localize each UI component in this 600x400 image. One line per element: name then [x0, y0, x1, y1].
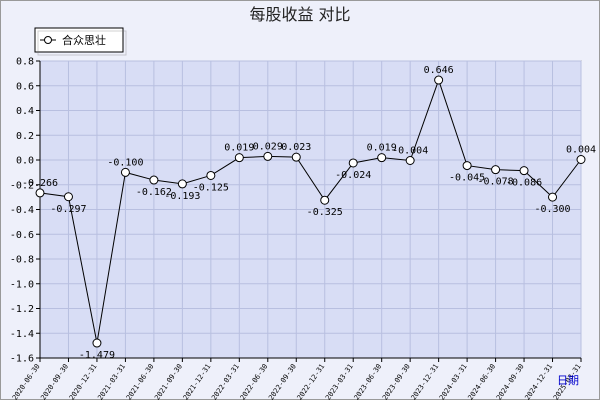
y-tick-label: 0.4 [16, 106, 34, 117]
x-tick-label: 2024-03-31 [438, 363, 469, 400]
data-point[interactable] [234, 153, 244, 163]
data-point[interactable] [63, 192, 73, 202]
data-label: 0.019 [367, 143, 397, 154]
y-tick-label: -1.6 [10, 354, 34, 365]
data-point[interactable] [348, 158, 358, 168]
x-tick-label: 2023-12-31 [410, 363, 441, 400]
data-point[interactable] [35, 188, 45, 198]
x-tick-label: 2020-06-30 [11, 363, 42, 400]
data-label: -0.300 [534, 204, 570, 215]
series-line [39, 78, 582, 344]
data-point[interactable] [320, 195, 330, 205]
data-point[interactable] [548, 192, 558, 202]
data-label: -0.193 [164, 191, 200, 202]
y-tick-label: -1.0 [10, 279, 34, 290]
x-tick-label: 2023-03-31 [324, 363, 355, 400]
chart-title: 每股收益 对比 [249, 5, 350, 24]
data-label: 0.019 [224, 143, 254, 154]
y-tick-label: 0.8 [16, 57, 34, 68]
x-axis-corner-label[interactable]: 日期 [557, 374, 579, 387]
data-point[interactable] [377, 153, 387, 163]
data-point[interactable] [291, 152, 301, 162]
data-label: 0.004 [566, 145, 596, 156]
x-tick-label: 2024-12-31 [523, 363, 554, 400]
y-tick-label: 0.6 [16, 81, 34, 92]
data-point[interactable] [92, 338, 102, 348]
data-label: -0.078 [478, 177, 514, 188]
y-tick-label: -0.2 [10, 180, 34, 191]
data-label: -1.479 [79, 350, 115, 361]
x-tick-label: 2022-03-31 [210, 363, 241, 400]
y-axis: 0.8 0.6 0.4 0.2 0.0 -0.2 -0.4 -0.6 -0.8 -1.0 -1.2 -… [10, 57, 41, 365]
data-label: 0.023 [281, 142, 311, 153]
x-tick-label: 2021-12-31 [182, 363, 213, 400]
data-point[interactable] [491, 165, 501, 175]
data-label: -0.100 [107, 157, 143, 168]
legend-entry-label: 合众思壮 [62, 33, 106, 47]
x-tick-label: 2020-12-31 [68, 363, 99, 400]
y-tick-label: -1.2 [10, 304, 34, 315]
grid-lines [39, 60, 582, 359]
x-axis: 2020-06-302020-09-302020-12-312021-03-31… [11, 357, 583, 400]
data-point[interactable] [263, 151, 273, 161]
data-label: -0.266 [22, 178, 58, 189]
data-point[interactable] [149, 175, 159, 185]
x-tick-label: 2023-09-30 [381, 363, 412, 400]
x-tick-label: 2021-03-31 [96, 363, 127, 400]
data-label: 0.029 [253, 141, 283, 152]
y-tick-label: -0.6 [10, 230, 34, 241]
data-label: 0.646 [424, 65, 454, 76]
legend[interactable]: 合众思壮 [34, 27, 127, 56]
x-tick-label: 2023-06-30 [353, 363, 384, 400]
data-label: -0.297 [50, 204, 86, 215]
data-label: -0.125 [193, 182, 229, 193]
series-layer: -0.266 -0.297 -1.479 -0.100 -0.162-0.193-0.1… [22, 65, 596, 361]
data-point[interactable] [120, 167, 130, 177]
x-tick-label: 2022-06-30 [239, 363, 270, 400]
x-tick-label: 2020-09-30 [39, 363, 70, 400]
data-point[interactable] [206, 170, 216, 180]
data-point[interactable] [177, 179, 187, 189]
x-tick-label: 2022-09-30 [267, 363, 298, 400]
y-tick-label: 0.2 [16, 131, 34, 142]
data-label: -0.024 [335, 170, 371, 181]
x-tick-label: 2024-09-30 [495, 363, 526, 400]
x-tick-label: 2022-12-31 [296, 363, 327, 400]
y-tick-label: -0.8 [10, 255, 34, 266]
data-label: -0.004 [392, 145, 428, 156]
data-point[interactable] [462, 161, 472, 171]
data-point[interactable] [405, 155, 415, 165]
data-point[interactable] [519, 166, 529, 176]
data-point[interactable] [576, 155, 586, 165]
data-label: -0.325 [307, 207, 343, 218]
data-label: -0.162 [136, 187, 172, 198]
legend-marker-icon [44, 36, 52, 44]
x-tick-label: 2024-06-30 [466, 363, 497, 400]
y-tick-label: -1.4 [10, 329, 34, 340]
y-tick-label: 0.0 [16, 156, 34, 167]
data-point[interactable] [434, 75, 444, 85]
x-tick-label: 2021-06-30 [125, 363, 156, 400]
x-tick-label: 2021-09-30 [153, 363, 184, 400]
y-tick-label: -0.4 [10, 205, 34, 216]
legend-shadow [37, 30, 127, 56]
data-label: -0.086 [506, 178, 542, 189]
data-label: -0.045 [449, 173, 485, 184]
